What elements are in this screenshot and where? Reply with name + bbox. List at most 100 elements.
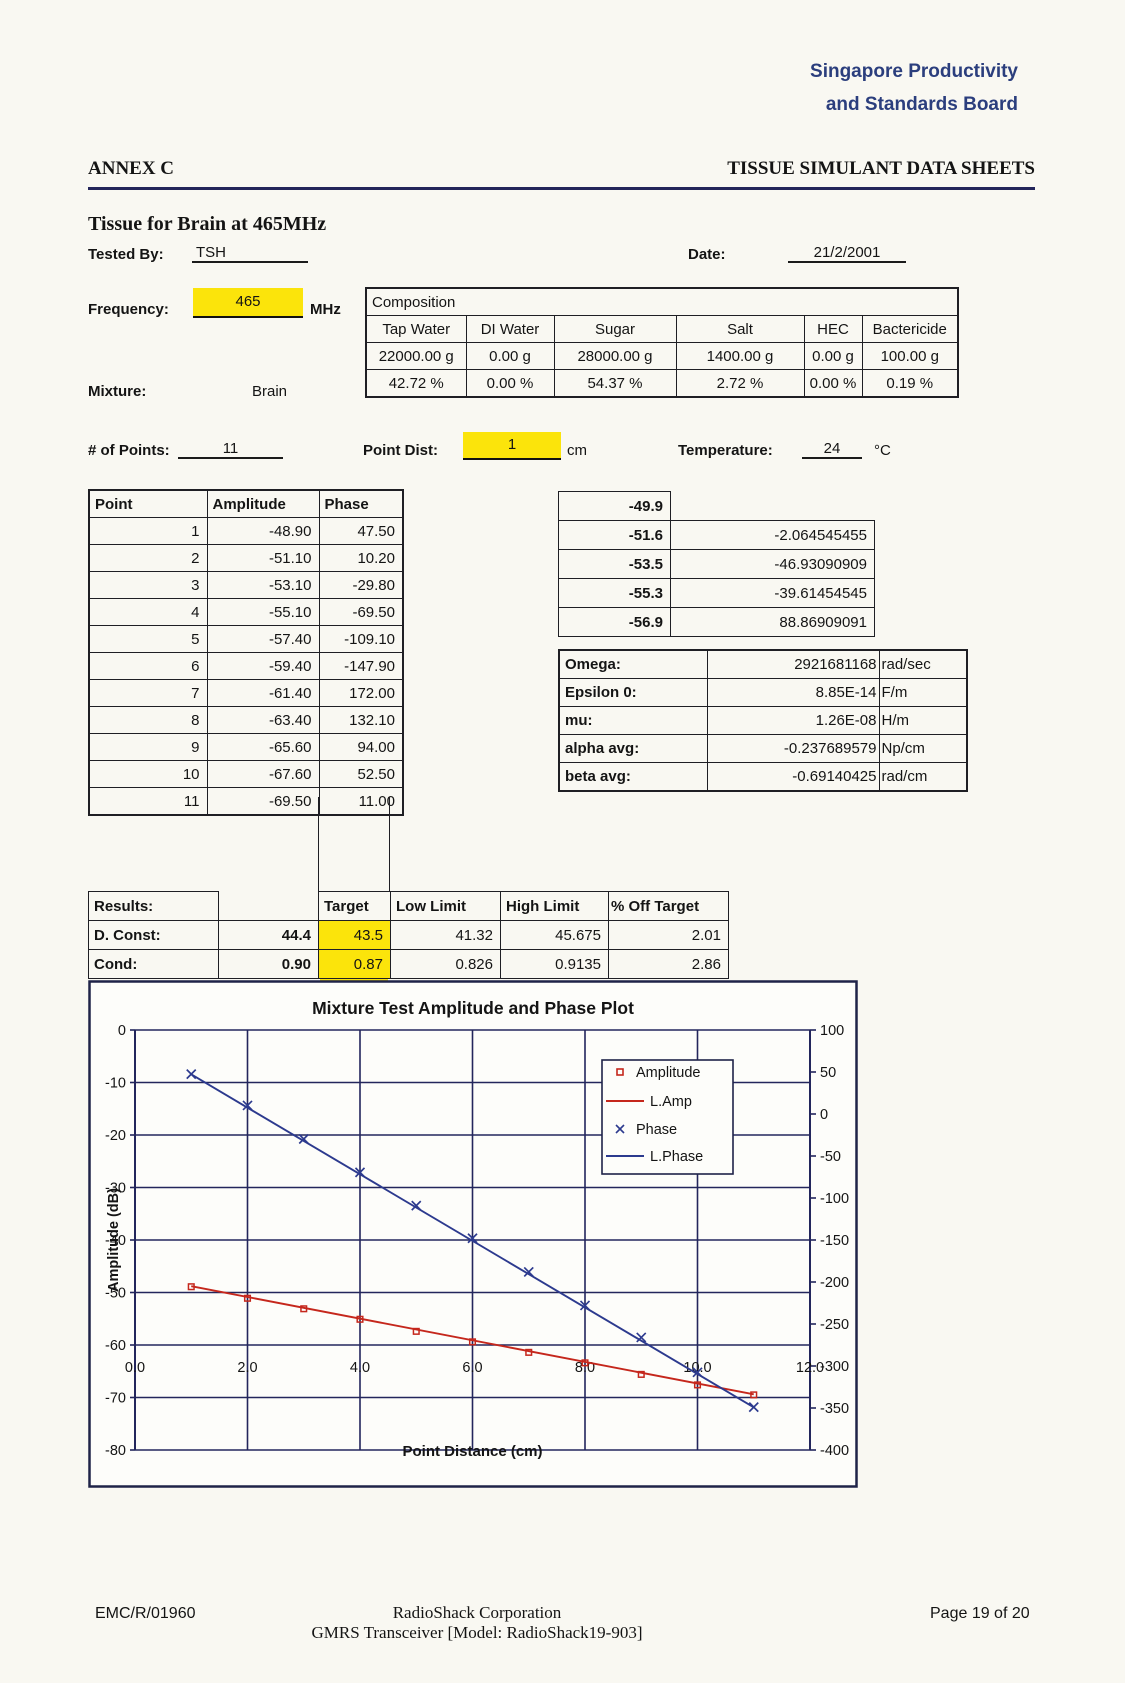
table-row: 6 -59.40 -147.90 <box>88 652 404 680</box>
svg-text:4.0: 4.0 <box>350 1360 370 1376</box>
point-dist-value: 1 <box>463 432 561 460</box>
org-line2: and Standards Board <box>825 94 1018 115</box>
svg-text:-150: -150 <box>820 1233 849 1249</box>
composition-grams: 28000.00 g <box>553 342 677 370</box>
amplitude-phase-chart: Mixture Test Amplitude and Phase Plot 0 -1… <box>88 980 858 1488</box>
composition-percent: 0.00 % <box>803 369 863 398</box>
table-row: 8 -63.40 132.10 <box>88 706 404 734</box>
chart-svg: Mixture Test Amplitude and Phase Plot 0 -1… <box>88 980 858 1488</box>
table-row: Epsilon 0: 8.85E-14 F/m <box>558 678 968 707</box>
table-row: beta avg: -0.69140425 rad/cm <box>558 762 968 792</box>
composition-percent: 42.72 % <box>365 369 467 398</box>
svg-text:-200: -200 <box>820 1275 849 1291</box>
doc-title: Tissue for Brain at 465MHz <box>88 213 327 235</box>
composition-col-header: DI Water <box>465 315 555 343</box>
points-table: Point Amplitude Phase 1 -48.90 47.50 2 -51.… <box>88 489 404 816</box>
num-points-value: 11 <box>178 440 283 459</box>
frequency-label: Frequency: <box>88 301 169 318</box>
svg-text:-400: -400 <box>820 1443 849 1459</box>
series-l.amp <box>191 1285 754 1396</box>
org-header: Singapore Productivity and Standards Boa… <box>700 55 1018 121</box>
x-axis-title: Point Distance (cm) <box>402 1443 542 1460</box>
table-row: alpha avg: -0.237689579 Np/cm <box>558 734 968 763</box>
annex-header: ANNEX C TISSUE SIMULANT DATA SHEETS <box>88 158 1035 190</box>
results-header: % Off Target <box>608 891 729 921</box>
composition-percent: 2.72 % <box>675 369 805 398</box>
composition-col-header: HEC <box>803 315 863 343</box>
composition-col-header: Bactericide <box>861 315 959 343</box>
svg-text:0: 0 <box>118 1023 126 1039</box>
svg-text:-30: -30 <box>105 1181 126 1197</box>
left-axis: 0 -10 -20 -30 -40 -50 -60 -70 -80 <box>105 1023 136 1459</box>
svg-text:-350: -350 <box>820 1401 849 1417</box>
table-row: 5 -57.40 -109.10 <box>88 625 404 653</box>
annex-label: ANNEX C <box>88 158 175 179</box>
svg-text:-60: -60 <box>105 1338 126 1354</box>
svg-text:-70: -70 <box>105 1391 126 1407</box>
tested-by-value: TSH <box>192 244 308 263</box>
composition-table: Composition Tap Water DI Water Sugar Sal… <box>365 287 960 398</box>
svg-text:8.0: 8.0 <box>575 1360 595 1376</box>
table-row: mu: 1.26E-08 H/m <box>558 706 968 735</box>
svg-text:0.0: 0.0 <box>125 1360 145 1376</box>
svg-text:0: 0 <box>820 1107 828 1123</box>
results-header: Results: <box>88 891 219 921</box>
svg-text:L.Amp: L.Amp <box>650 1094 692 1110</box>
composition-title: Composition <box>365 287 959 316</box>
results-header: Low Limit <box>390 891 501 921</box>
results-header: High Limit <box>500 891 609 921</box>
target-cell: 0.87 <box>318 949 391 979</box>
svg-text:-300: -300 <box>820 1359 849 1375</box>
point-dist-label: Point Dist: <box>363 442 438 459</box>
composition-grams: 22000.00 g <box>365 342 467 370</box>
constants-table: Omega: 2921681168 rad/sec Epsilon 0: 8.85E-… <box>558 649 968 792</box>
table-row: 11 -69.50 11.00 <box>88 787 404 816</box>
footer-company: RadioShack Corporation GMRS Transceiver … <box>262 1603 692 1643</box>
table-row: -55.3 -39.61454545 <box>558 578 875 608</box>
composition-grams: 0.00 g <box>803 342 863 370</box>
svg-text:-10: -10 <box>105 1076 126 1092</box>
table-row: 9 -65.60 94.00 <box>88 733 404 761</box>
table-row: -53.5 -46.93090909 <box>558 549 875 579</box>
temperature-unit: °C <box>874 442 891 459</box>
series-l.phase <box>190 1073 755 1409</box>
table-row: -56.9 88.86909091 <box>558 607 875 637</box>
mixture-label: Mixture: <box>88 383 147 400</box>
table-row: 10 -67.60 52.50 <box>88 760 404 788</box>
composition-grams: 100.00 g <box>861 342 959 370</box>
svg-text:2.0: 2.0 <box>237 1360 257 1376</box>
composition-col-header: Salt <box>675 315 805 343</box>
svg-text:Phase: Phase <box>636 1122 677 1138</box>
x-axis-labels: 0.0 2.0 4.0 6.0 8.0 10.0 12.0 <box>125 1360 824 1376</box>
svg-text:12.0: 12.0 <box>796 1360 824 1376</box>
svg-text:-20: -20 <box>105 1128 126 1144</box>
results-header: Target <box>318 891 391 921</box>
chart-title: Mixture Test Amplitude and Phase Plot <box>312 998 634 1018</box>
composition-percent: 54.37 % <box>553 369 677 398</box>
date-value: 21/2/2001 <box>788 244 906 263</box>
footer-doc-number: EMC/R/01960 <box>95 1605 196 1622</box>
right-axis: 100 50 0 -50 -100 -150 -200 -250 -300 -350 -400 <box>809 1023 849 1459</box>
target-cell: 43.5 <box>318 920 391 950</box>
table-row: -51.6 -2.064545455 <box>558 520 875 550</box>
svg-text:L.Phase: L.Phase <box>650 1149 703 1165</box>
svg-text:-250: -250 <box>820 1317 849 1333</box>
results-table: Results: Target Low Limit High Limit % O… <box>88 891 729 979</box>
point-dist-unit: cm <box>567 442 587 459</box>
table-row: 7 -61.40 172.00 <box>88 679 404 707</box>
svg-text:6.0: 6.0 <box>462 1360 482 1376</box>
y-axis-title: Amplitude (dB) <box>106 1188 122 1292</box>
table-row: 2 -51.10 10.20 <box>88 544 404 572</box>
tested-by-label: Tested By: <box>88 246 164 263</box>
org-line1: Singapore Productivity <box>810 61 1018 82</box>
svg-text:-50: -50 <box>820 1149 841 1165</box>
svg-text:10.0: 10.0 <box>683 1360 711 1376</box>
points-header: Amplitude <box>206 489 320 518</box>
table-row: D. Const: 44.4 43.5 41.32 45.675 2.01 <box>88 920 729 950</box>
table-row: Omega: 2921681168 rad/sec <box>558 649 968 679</box>
num-points-label: # of Points: <box>88 442 170 459</box>
composition-percent: 0.19 % <box>861 369 959 398</box>
footer-page-number: Page 19 of 20 <box>930 1605 1030 1622</box>
temperature-label: Temperature: <box>678 442 773 459</box>
